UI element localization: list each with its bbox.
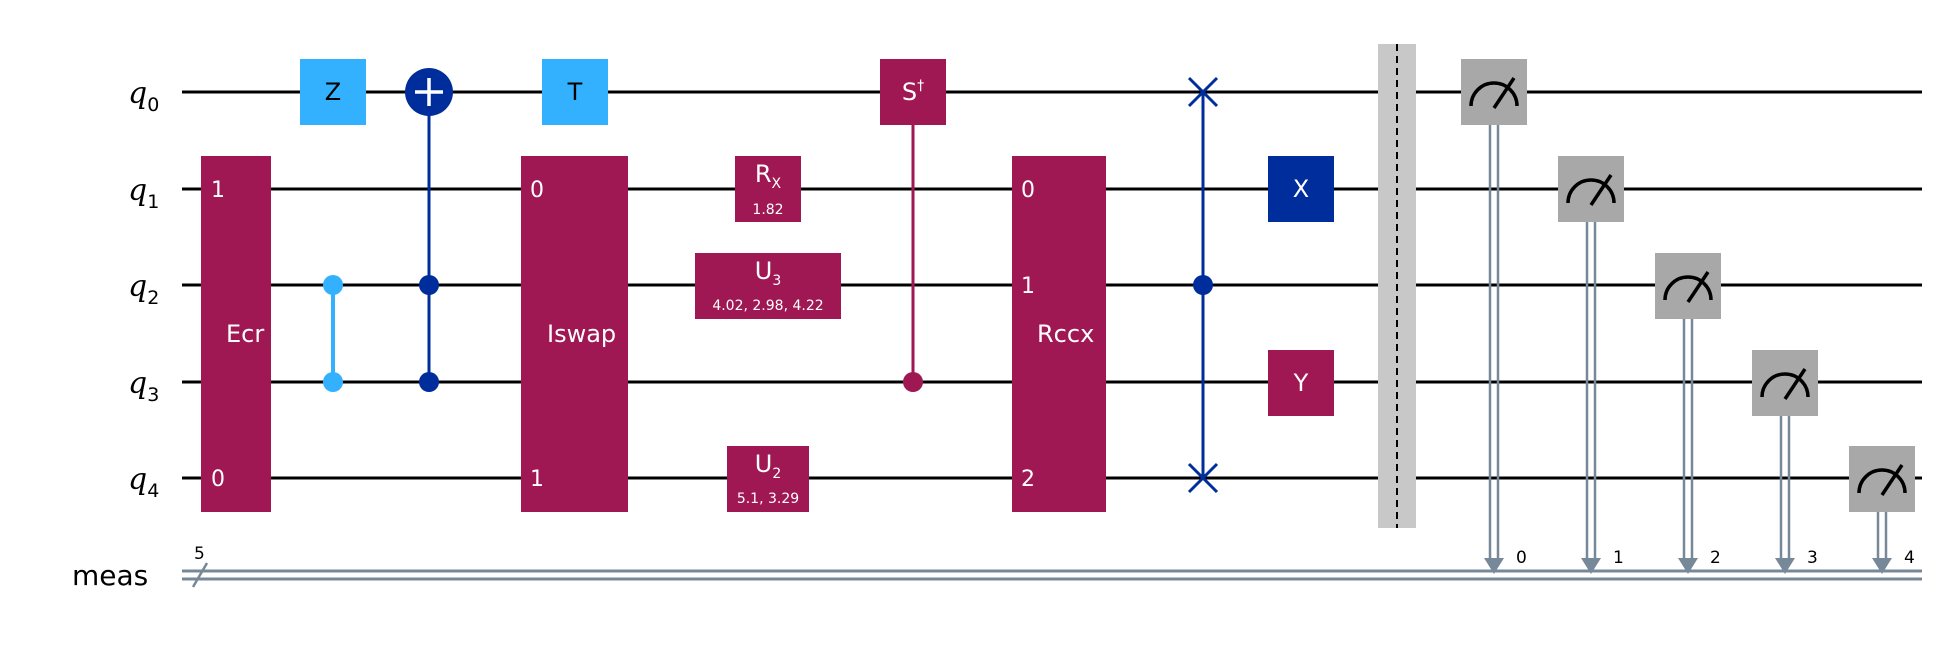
u3-gate-params: 4.02, 2.98, 4.22 [712,298,823,314]
meter-icon [1469,81,1519,107]
measure-bit-index: 4 [1904,548,1915,568]
iswap-bottom-index: 1 [530,467,544,492]
u3-gate-label: U3 [755,257,782,289]
ecr-bottom-index: 0 [211,467,225,492]
measurements: 0 1 2 3 [1461,59,1915,574]
measure-bit-index: 1 [1613,548,1624,568]
u2-gate-label: U2 [755,450,782,482]
y-gate-label: Y [1293,369,1309,397]
measure-bit-index: 0 [1516,548,1527,568]
meter-icon [1760,372,1810,398]
cz-gate [323,275,343,392]
classical-register [182,562,1922,588]
measure-gate-3: 3 [1752,350,1818,574]
measure-gate-4: 4 [1849,446,1915,574]
y-gate: Y [1268,350,1334,416]
cswap-gate [1187,76,1219,494]
wire-labels: q0 q1 q2 q3 q4 meas [72,76,159,592]
ccx-gate [405,68,453,392]
csdg-gate: S† [880,59,946,392]
rx-gate: RX 1.82 [735,156,801,222]
z-gate: Z [300,59,366,125]
x-gate: X [1268,156,1334,222]
ecr-top-index: 1 [211,178,225,203]
x-gate-label: X [1293,175,1309,203]
measure-bit-index: 3 [1807,548,1818,568]
wire-label-q0: q0 [128,76,159,116]
measure-gate-2: 2 [1655,253,1721,574]
meter-icon [1663,275,1713,301]
ccx-control-dot [419,372,439,392]
measure-gate-0: 0 [1461,59,1527,574]
swap-cross-icon [1187,76,1219,108]
cz-control-dot [323,275,343,295]
swap-cross-icon [1187,462,1219,494]
t-gate: T [542,59,608,125]
csdg-control-dot [903,372,923,392]
wire-label-q2: q2 [128,269,159,309]
u2-gate-params: 5.1, 3.29 [737,491,799,507]
sdg-gate-label: S† [902,78,924,106]
ecr-label: Ecr [226,320,264,348]
ecr-gate: 1 Ecr 0 [201,156,271,512]
measure-bit-index: 2 [1710,548,1721,568]
wire-label-q1: q1 [128,173,159,213]
iswap-gate: 0 Iswap 1 [521,156,628,512]
wire-label-q4: q4 [128,462,159,502]
meter-icon [1566,178,1616,204]
z-gate-label: Z [325,78,341,106]
rx-gate-label: RX [755,160,782,192]
iswap-label: Iswap [547,320,616,348]
measure-gate-1: 1 [1558,156,1624,574]
register-width-slash [191,562,209,588]
iswap-top-index: 0 [530,178,544,203]
cswap-control-dot [1193,275,1213,295]
t-gate-label: T [567,78,583,106]
rccx-index-2: 2 [1021,467,1035,492]
wire-label-q3: q3 [128,366,159,406]
ccx-control-dot [419,275,439,295]
rccx-index-0: 0 [1021,178,1035,203]
u2-gate: U2 5.1, 3.29 [727,446,809,512]
rccx-gate: 0 1 Rccx 2 [1012,156,1106,512]
barrier [1378,44,1416,528]
rccx-index-1: 1 [1021,274,1035,299]
rx-gate-params: 1.82 [752,202,783,218]
wire-label-meas: meas [72,559,148,592]
rccx-label: Rccx [1037,320,1094,348]
register-width-label: 5 [194,544,205,564]
meter-icon [1857,468,1907,494]
u3-gate: U3 4.02, 2.98, 4.22 [695,253,841,319]
cz-control-dot [323,372,343,392]
